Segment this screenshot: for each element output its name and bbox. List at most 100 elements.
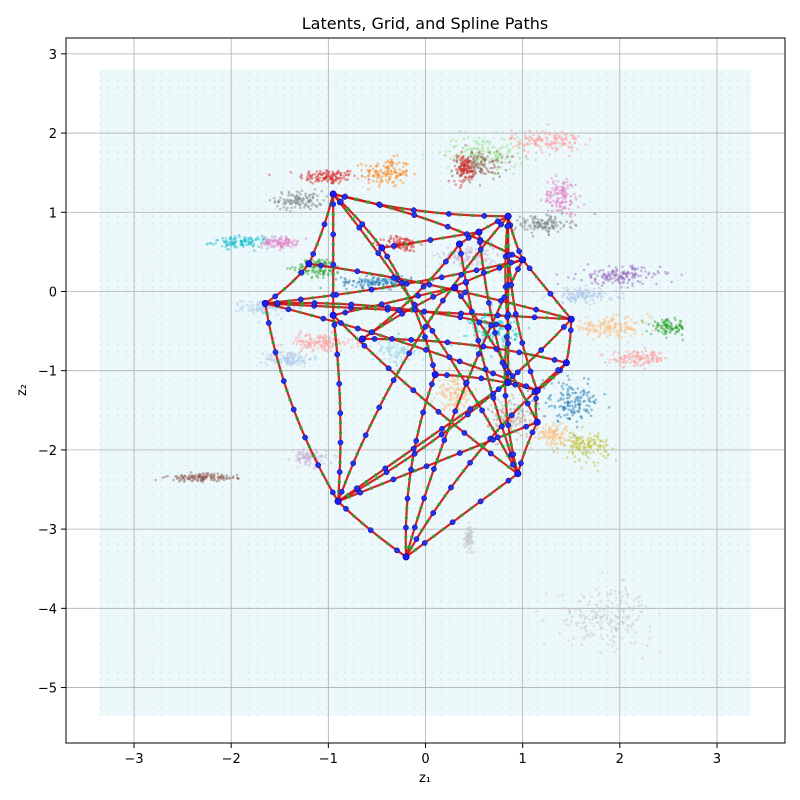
grid-point — [536, 650, 539, 652]
grid-point — [195, 514, 198, 517]
grid-point — [361, 557, 364, 560]
grid-point — [518, 393, 521, 396]
grid-point — [134, 343, 136, 346]
grid-point — [378, 486, 381, 488]
grid-point — [142, 521, 145, 524]
grid-point — [387, 693, 390, 695]
grid-point — [107, 101, 110, 104]
grid-point — [221, 536, 224, 538]
grid-point — [527, 329, 530, 332]
grid-point — [169, 671, 171, 674]
grid-point — [107, 308, 110, 310]
grid-point — [492, 122, 495, 125]
grid-point — [361, 172, 364, 175]
grid-point — [151, 229, 154, 232]
grid-point — [177, 479, 180, 481]
grid-point — [99, 621, 101, 624]
grid-point — [177, 379, 180, 382]
grid-point — [160, 707, 163, 709]
grid-point — [274, 436, 276, 439]
grid-point — [265, 265, 268, 267]
grid-point — [265, 557, 268, 560]
grid-point — [212, 493, 215, 496]
grid-point — [492, 293, 495, 296]
grid-point — [457, 101, 460, 104]
grid-point — [116, 700, 119, 702]
grid-point — [265, 386, 268, 389]
grid-point — [125, 272, 128, 275]
grid-point — [177, 300, 180, 303]
grid-point — [221, 293, 224, 296]
grid-point — [169, 229, 171, 232]
grid-point — [370, 172, 372, 175]
grid-point — [204, 521, 206, 524]
grid-point — [134, 714, 136, 717]
grid-point — [545, 514, 547, 517]
grid-point — [177, 621, 180, 624]
grid-point — [466, 643, 469, 645]
grid-point — [256, 293, 259, 296]
grid-point — [309, 543, 311, 546]
grid-point — [274, 507, 276, 510]
grid-point — [370, 300, 372, 303]
grid-point — [99, 422, 101, 424]
grid-point — [448, 643, 451, 645]
grid-point — [99, 372, 101, 374]
grid-point — [204, 514, 206, 517]
grid-point — [134, 586, 136, 588]
grid-point — [317, 550, 320, 553]
grid-point — [177, 222, 180, 225]
grid-point — [501, 208, 504, 211]
grid-point — [440, 714, 442, 717]
grid-point — [335, 144, 337, 146]
grid-point — [212, 365, 215, 367]
grid-point — [510, 578, 512, 581]
grid-point — [107, 550, 110, 553]
grid-point — [134, 400, 136, 403]
grid-point — [518, 286, 521, 289]
grid-point — [116, 472, 119, 474]
grid-point — [562, 714, 565, 717]
grid-point — [483, 386, 486, 389]
grid-point — [256, 422, 259, 424]
grid-point — [309, 500, 311, 503]
grid-point — [177, 600, 180, 603]
grid-point — [291, 700, 294, 702]
grid-point — [527, 457, 530, 460]
grid-point — [352, 600, 355, 603]
grid-point — [510, 79, 512, 82]
grid-point — [378, 621, 381, 624]
grid-point — [571, 521, 574, 524]
grid-point — [317, 357, 320, 360]
grid-point — [221, 586, 224, 588]
grid-point — [134, 464, 136, 467]
grid-point — [160, 372, 163, 374]
grid-point — [457, 586, 460, 588]
grid-point — [125, 115, 128, 118]
grid-point — [335, 593, 337, 595]
grid-point — [545, 650, 547, 652]
grid-point — [545, 158, 547, 161]
grid-point — [501, 664, 504, 667]
grid-point — [195, 115, 198, 118]
grid-point — [352, 407, 355, 410]
grid-point — [361, 265, 364, 267]
grid-point — [151, 621, 154, 624]
grid-point — [352, 87, 355, 89]
grid-point — [151, 650, 154, 652]
grid-point — [518, 479, 521, 481]
grid-point — [571, 422, 574, 424]
grid-point — [256, 472, 259, 474]
grid-point — [142, 400, 145, 403]
grid-point — [125, 643, 128, 645]
grid-point — [300, 414, 302, 417]
grid-point — [361, 593, 364, 595]
grid-point — [291, 636, 294, 638]
grid-point — [440, 158, 442, 161]
grid-point — [352, 136, 355, 139]
grid-point — [518, 272, 521, 275]
grid-point — [142, 151, 145, 154]
grid-point — [212, 236, 215, 239]
grid-point — [326, 87, 329, 89]
grid-point — [571, 543, 574, 546]
